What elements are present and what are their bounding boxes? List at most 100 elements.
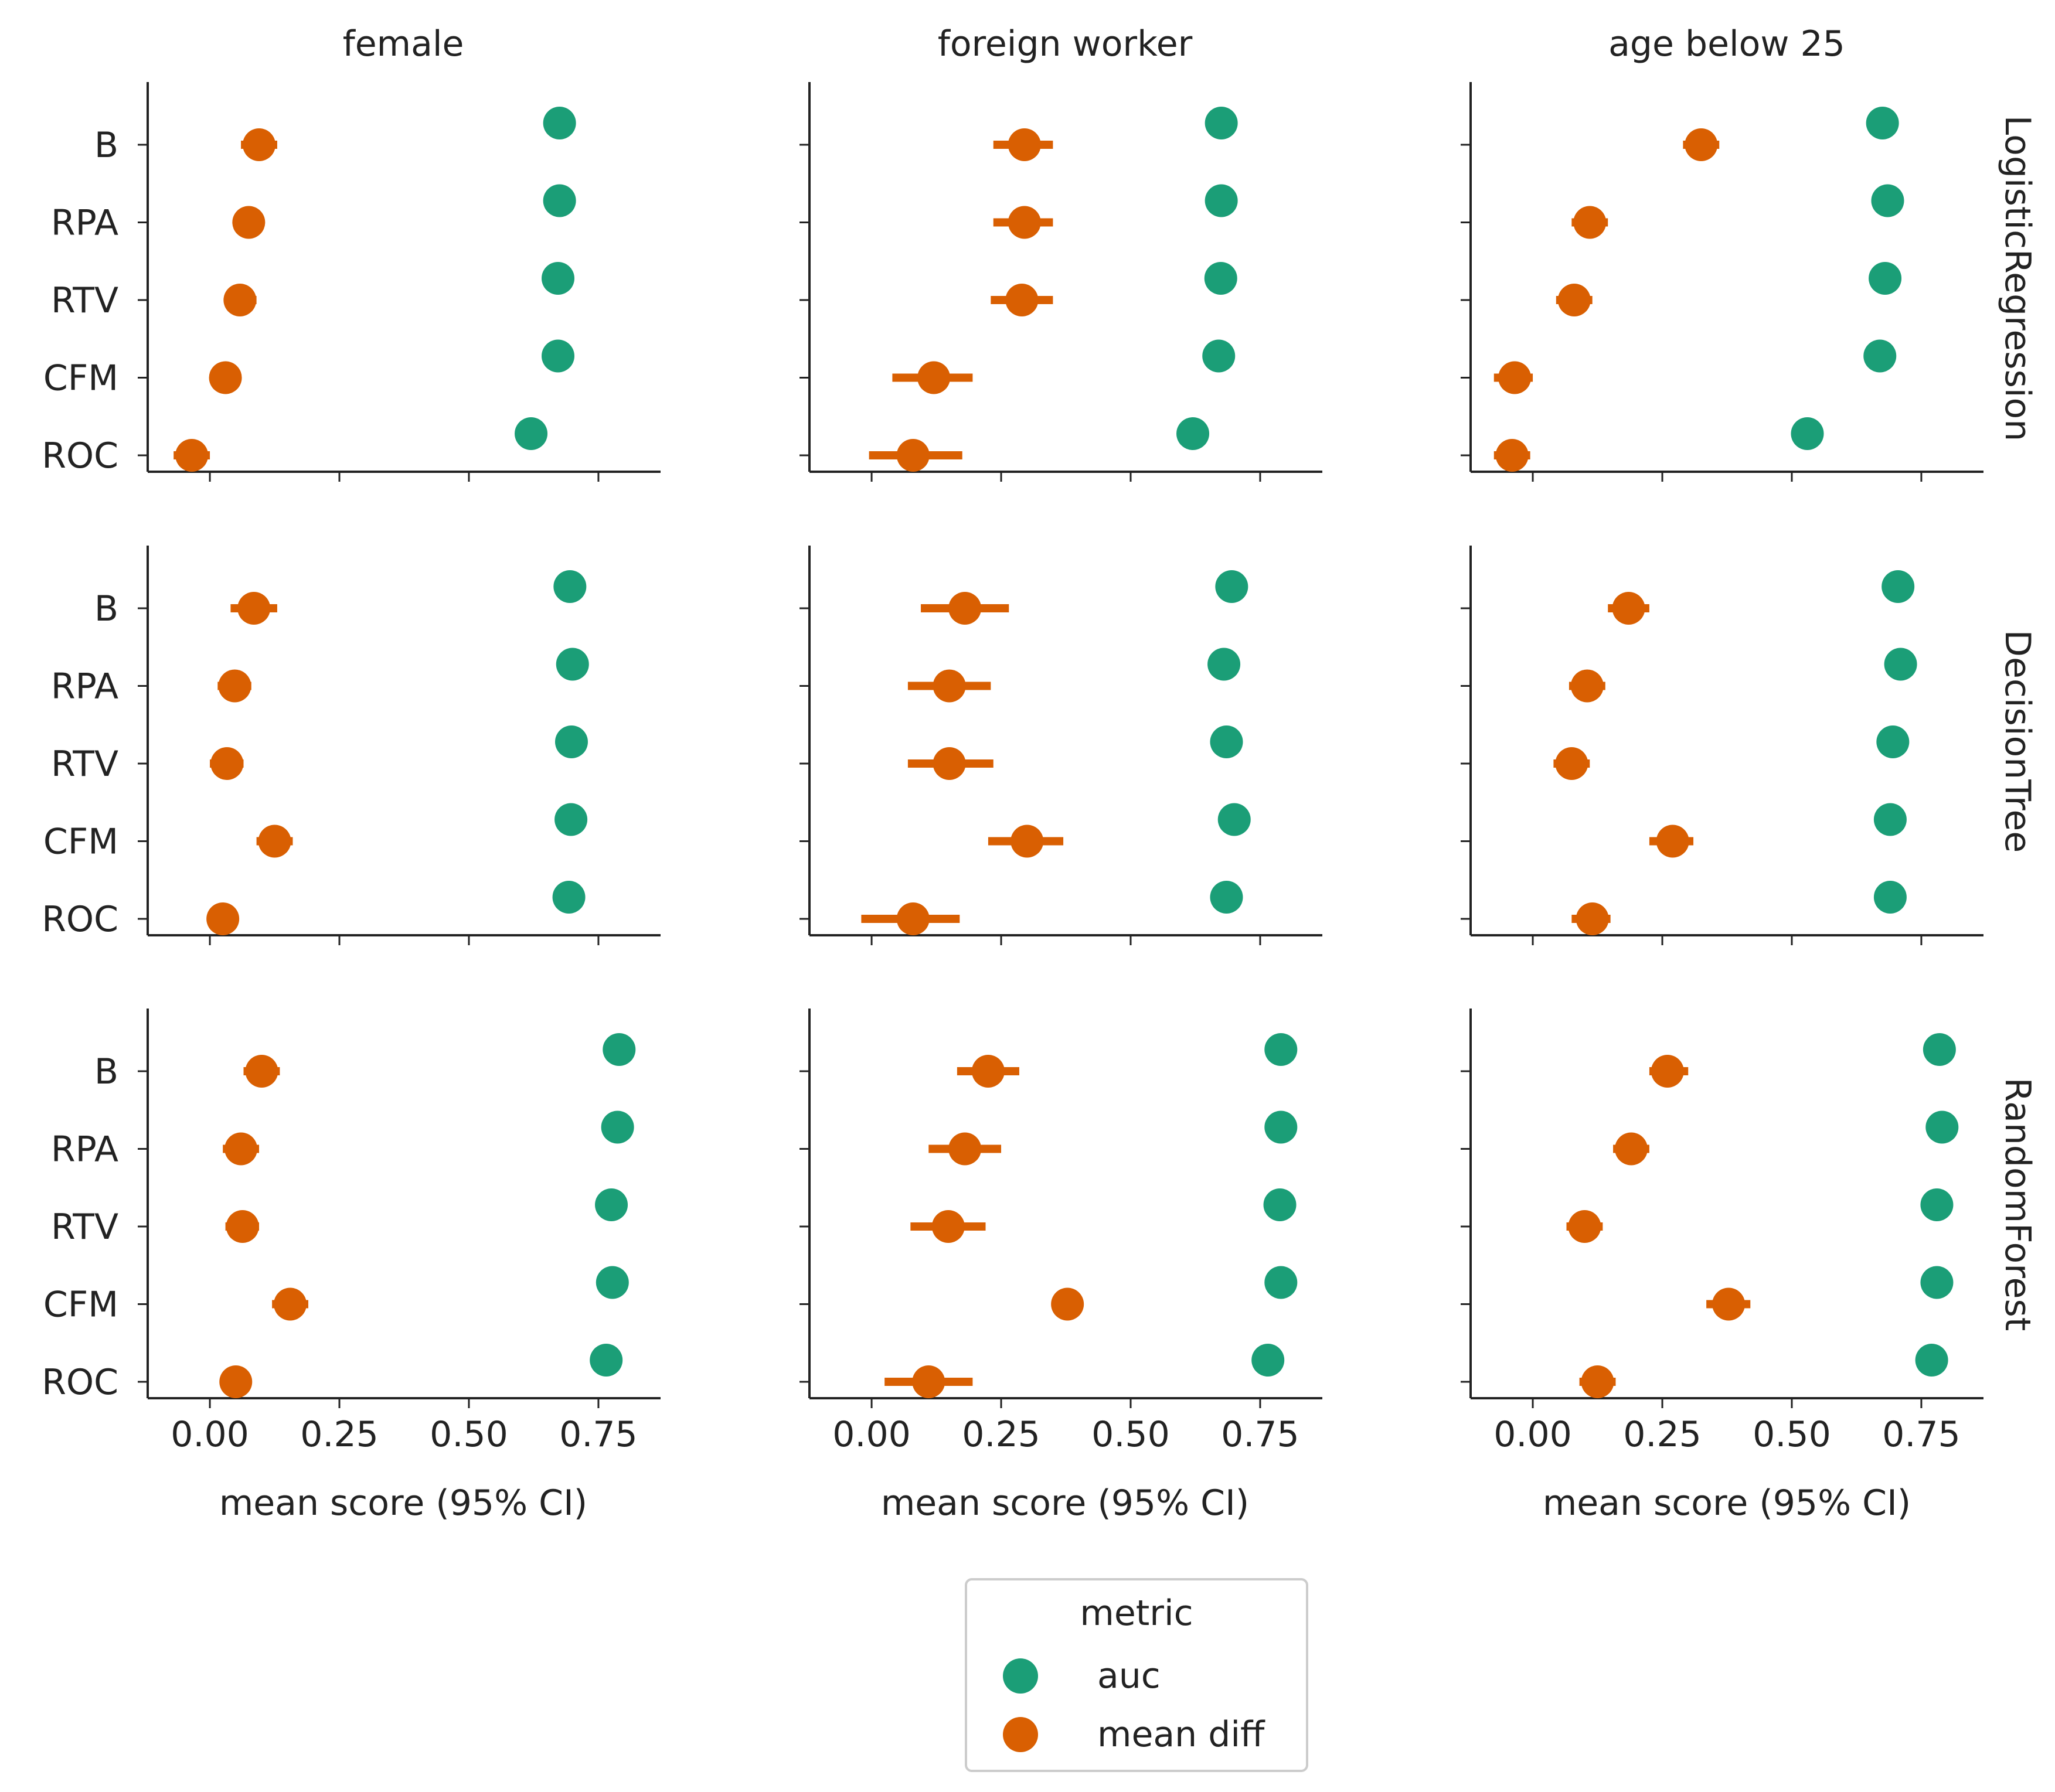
point-mean-diff-rtv: [931, 1210, 965, 1243]
legend-label-auc: auc: [1097, 1655, 1161, 1696]
x-tick-label: 0.50: [1753, 1414, 1831, 1455]
point-mean-diff-cfm: [1011, 825, 1044, 858]
point-mean-diff-cfm: [1051, 1287, 1084, 1321]
point-mean-diff-b: [1008, 128, 1041, 161]
panel-decisiontree-age-below-25: [1461, 546, 1983, 945]
y-tick-label-rpa: RPA: [51, 203, 118, 244]
point-mean-diff-b: [243, 128, 276, 161]
point-mean-diff-rtv: [1555, 747, 1588, 780]
point-auc-b: [1205, 107, 1238, 139]
point-mean-diff-rpa: [218, 669, 251, 703]
x-tick-label: 0.00: [1493, 1414, 1572, 1455]
legend-label-mean-diff: mean diff: [1097, 1714, 1265, 1755]
point-mean-diff-rtv: [1568, 1210, 1601, 1243]
point-mean-diff-roc: [912, 1365, 945, 1398]
point-auc-b: [1882, 570, 1915, 603]
y-tick-label-cfm: CFM: [43, 1285, 118, 1326]
point-mean-diff-rpa: [933, 669, 966, 703]
point-mean-diff-b: [1612, 592, 1645, 625]
point-auc-b: [543, 107, 576, 139]
point-mean-diff-roc: [896, 902, 930, 935]
point-auc-b: [553, 570, 587, 603]
point-auc-rtv: [1876, 725, 1910, 758]
column-titles: female foreign worker age below 25: [343, 23, 1845, 64]
point-mean-diff-roc: [219, 1365, 253, 1398]
point-auc-roc: [590, 1344, 623, 1377]
row-titles: LogisticRegression DecisionTree RandomFo…: [1997, 115, 2038, 1331]
x-axis-label-female: mean score (95% CI): [219, 1483, 587, 1524]
x-tick-label: 0.75: [1221, 1414, 1299, 1455]
point-mean-diff-rtv: [226, 1210, 259, 1243]
x-tick-label: 0.25: [962, 1414, 1040, 1455]
panel-randomforest-female: 0.00 0.25 0.50 0.75 B RPA RTV CFM ROC: [42, 1009, 661, 1455]
point-mean-diff-b: [237, 592, 271, 625]
x-tick-label: 0.50: [430, 1414, 508, 1455]
x-tick-label: 0.00: [171, 1414, 249, 1455]
point-mean-diff-rpa: [1614, 1132, 1648, 1166]
y-tick-label-roc: ROC: [42, 899, 118, 940]
point-mean-diff-roc: [175, 439, 209, 472]
x-tick-label: 0.75: [559, 1414, 638, 1455]
point-mean-diff-roc: [1576, 902, 1609, 935]
point-mean-diff-rtv: [1005, 284, 1039, 316]
point-mean-diff-roc: [1495, 439, 1529, 472]
point-auc-roc: [1251, 1344, 1285, 1377]
panel-logisticregression-age-below-25: [1461, 82, 1983, 482]
point-auc-rtv: [554, 725, 588, 758]
y-tick-label-b: B: [94, 125, 118, 166]
x-tick-label: 0.25: [1623, 1414, 1702, 1455]
point-auc-rpa: [1207, 648, 1241, 681]
panel-decisiontree-female: B RPA RTV CFM ROC: [42, 546, 661, 945]
point-mean-diff-rpa: [224, 1132, 258, 1166]
column-title-foreign-worker: foreign worker: [938, 23, 1193, 64]
point-auc-cfm: [1202, 339, 1236, 373]
point-auc-rpa: [1871, 184, 1904, 217]
point-auc-rtv: [595, 1188, 628, 1221]
point-auc-cfm: [1264, 1266, 1298, 1299]
point-auc-rpa: [1884, 648, 1917, 681]
point-mean-diff-roc: [1581, 1365, 1614, 1398]
point-auc-roc: [1915, 1344, 1948, 1377]
point-auc-roc: [552, 881, 586, 914]
point-auc-rtv: [1263, 1188, 1297, 1221]
point-auc-cfm: [554, 803, 588, 836]
panel-randomforest-foreign-worker: 0.00 0.25 0.50 0.75: [799, 1009, 1322, 1455]
point-mean-diff-rtv: [223, 284, 257, 316]
legend-title: metric: [1080, 1593, 1193, 1634]
point-mean-diff-cfm: [209, 361, 242, 394]
point-auc-rpa: [601, 1110, 634, 1144]
point-auc-b: [1866, 107, 1899, 139]
point-mean-diff-roc: [896, 439, 930, 472]
point-auc-rpa: [556, 648, 589, 681]
point-mean-diff-cfm: [1656, 825, 1689, 858]
point-mean-diff-b: [948, 592, 982, 625]
point-auc-b: [1923, 1033, 1956, 1066]
point-mean-diff-b: [971, 1055, 1005, 1088]
point-mean-diff-cfm: [274, 1287, 307, 1321]
point-mean-diff-rpa: [1008, 206, 1041, 239]
point-auc-b: [1215, 570, 1248, 603]
point-mean-diff-b: [1685, 128, 1718, 161]
point-auc-cfm: [1873, 803, 1907, 836]
point-auc-rpa: [543, 184, 576, 217]
column-title-age-below-25: age below 25: [1608, 23, 1845, 64]
point-auc-rpa: [1925, 1110, 1959, 1144]
y-tick-label-b: B: [94, 1051, 118, 1092]
point-mean-diff-roc: [206, 902, 240, 935]
y-tick-label-roc: ROC: [42, 1362, 118, 1403]
point-mean-diff-rtv: [933, 747, 966, 780]
y-tick-label-cfm: CFM: [43, 822, 118, 863]
panel-randomforest-age-below-25: 0.00 0.25 0.50 0.75: [1461, 1009, 1983, 1455]
point-auc-roc: [1791, 417, 1824, 450]
legend: metric auc mean diff: [965, 1578, 1308, 1772]
column-title-female: female: [343, 23, 464, 64]
point-mean-diff-b: [1651, 1055, 1684, 1088]
point-mean-diff-cfm: [1712, 1287, 1746, 1321]
y-tick-label-rpa: RPA: [51, 1129, 118, 1170]
point-auc-b: [603, 1033, 636, 1066]
point-mean-diff-cfm: [258, 825, 291, 858]
row-title-random-forest: RandomForest: [1997, 1078, 2038, 1331]
point-auc-cfm: [1863, 339, 1897, 373]
